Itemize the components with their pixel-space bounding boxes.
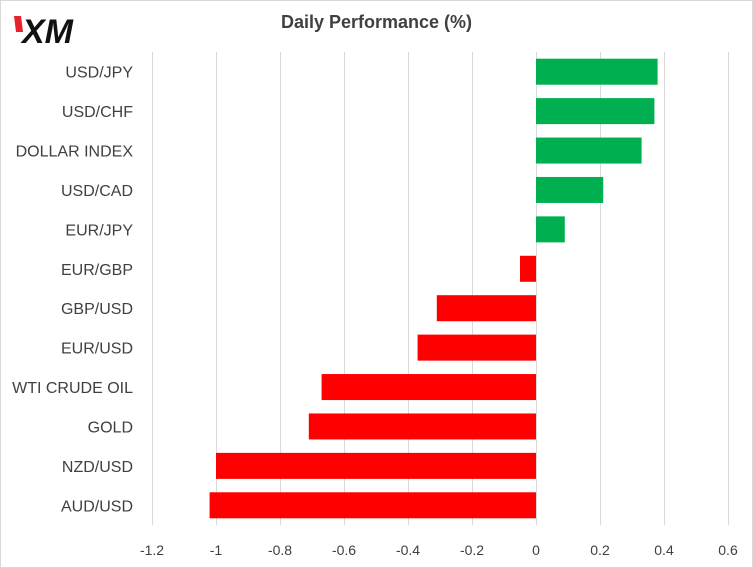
gridlines bbox=[152, 52, 729, 525]
bar bbox=[209, 492, 536, 519]
category-label: AUD/USD bbox=[61, 498, 133, 515]
x-tick-label: -0.2 bbox=[460, 542, 484, 558]
category-label: USD/CAD bbox=[61, 183, 133, 200]
bar bbox=[536, 98, 655, 125]
x-tick-label: 0.6 bbox=[718, 542, 738, 558]
xm-logo: XM bbox=[14, 13, 74, 50]
category-label: USD/CHF bbox=[62, 104, 133, 121]
category-label: EUR/JPY bbox=[65, 222, 133, 239]
category-label: GBP/USD bbox=[61, 301, 133, 318]
category-label: DOLLAR INDEX bbox=[16, 144, 134, 161]
x-axis-tick-labels: -1.2 -1 -0.8 -0.6 -0.4 -0.2 0 0.2 0.4 0.6 bbox=[140, 542, 738, 558]
category-label: GOLD bbox=[88, 419, 133, 436]
bar bbox=[436, 295, 536, 322]
bar bbox=[308, 413, 536, 440]
bars bbox=[209, 58, 658, 519]
bar bbox=[536, 137, 642, 164]
bar bbox=[216, 452, 536, 479]
x-tick-label: 0 bbox=[532, 542, 540, 558]
x-tick-label: -1.2 bbox=[140, 542, 164, 558]
category-label: USD/JPY bbox=[65, 65, 133, 82]
category-label: EUR/USD bbox=[61, 341, 133, 358]
bar bbox=[536, 176, 604, 203]
chart-title: Daily Performance (%) bbox=[280, 12, 473, 32]
x-tick-label: 0.4 bbox=[654, 542, 674, 558]
bar bbox=[417, 334, 536, 361]
bar bbox=[520, 255, 536, 282]
category-label: NZD/USD bbox=[62, 459, 133, 476]
x-tick-label: 0.2 bbox=[590, 542, 610, 558]
bar bbox=[321, 374, 536, 401]
x-tick-label: -1 bbox=[210, 542, 223, 558]
category-labels: USD/JPY USD/CHF DOLLAR INDEX USD/CAD EUR/JPY… bbox=[12, 65, 133, 516]
x-tick-label: -0.6 bbox=[332, 542, 356, 558]
x-tick-label: -0.8 bbox=[268, 542, 292, 558]
logo-red-stripe bbox=[14, 16, 23, 32]
x-tick-label: -0.4 bbox=[396, 542, 420, 558]
bar bbox=[536, 216, 565, 243]
bar bbox=[536, 58, 658, 85]
category-label: WTI CRUDE OIL bbox=[12, 380, 133, 397]
category-label: EUR/GBP bbox=[61, 262, 133, 279]
logo-text: XM bbox=[20, 13, 74, 50]
